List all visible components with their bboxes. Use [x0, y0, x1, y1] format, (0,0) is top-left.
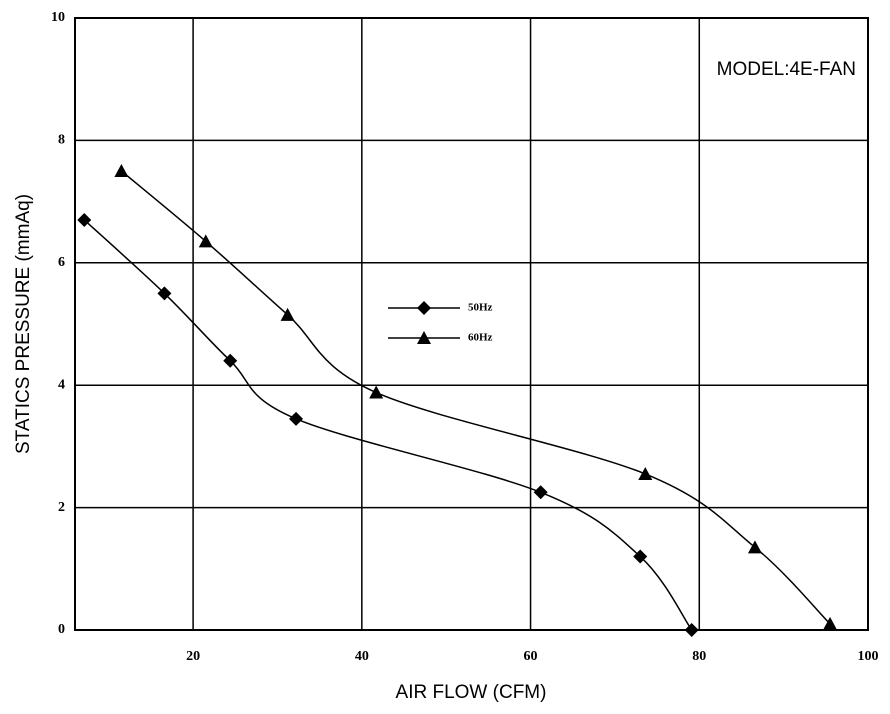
plot-frame [74, 17, 869, 631]
y-tick-label: 6 [58, 255, 65, 270]
data-point [533, 485, 548, 500]
data-point [114, 164, 129, 177]
data-point [77, 212, 92, 227]
y-tick-label: 2 [58, 500, 65, 515]
y-tick-label: 8 [58, 133, 65, 148]
y-tick-label: 4 [58, 377, 65, 392]
x-tick-label: 80 [692, 649, 706, 664]
y-axis-label: STATICS PRESSURE (mmAq) [13, 194, 34, 454]
legend-marker [417, 331, 431, 344]
curve [120, 170, 831, 625]
data-point [369, 385, 384, 399]
data-point [289, 411, 304, 426]
data-point [823, 616, 838, 630]
x-tick-label: 20 [186, 649, 200, 664]
legend-label: 50Hz [468, 302, 493, 314]
data-point [684, 623, 699, 637]
legend-marker [417, 301, 431, 315]
data-point [280, 307, 295, 321]
curve [83, 219, 693, 631]
data-point [747, 540, 762, 554]
data-point [223, 353, 238, 368]
x-tick-label: 40 [355, 649, 369, 664]
y-tick-label: 10 [51, 10, 65, 25]
x-tick-label: 100 [858, 649, 879, 664]
annotation: MODEL:4E-FAN [717, 59, 856, 80]
data-point [633, 549, 648, 564]
data-point [638, 466, 653, 480]
data-point [157, 286, 172, 301]
x-axis-label: AIR FLOW (CFM) [396, 682, 547, 703]
data-point [198, 234, 213, 248]
legend-label: 60Hz [468, 332, 493, 344]
x-tick-label: 60 [524, 649, 538, 664]
y-tick-label: 0 [58, 622, 65, 637]
